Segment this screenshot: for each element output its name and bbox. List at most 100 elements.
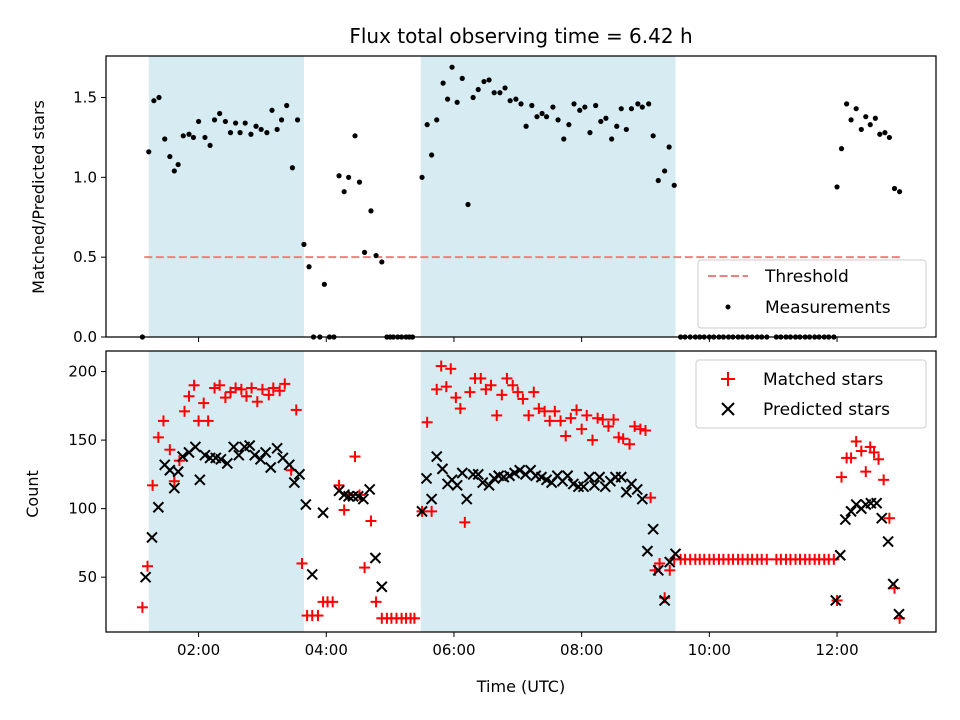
measurement-point xyxy=(289,165,296,171)
measurement-point xyxy=(195,118,202,125)
matched-star-point xyxy=(571,404,583,416)
y-tick-label: 100 xyxy=(68,500,97,518)
measurement-point xyxy=(233,120,239,126)
predicted-star-point xyxy=(139,571,152,583)
measurement-point xyxy=(838,146,845,152)
measurement-point xyxy=(655,177,661,184)
measurement-point xyxy=(419,174,425,180)
matched-star-point xyxy=(359,562,371,574)
predicted-star-point xyxy=(221,457,234,470)
measurement-point xyxy=(440,80,446,86)
matched-star-point xyxy=(202,415,214,427)
matched-star-point xyxy=(147,479,159,491)
x-tick-label: 10:00 xyxy=(688,641,731,659)
shaded-span xyxy=(420,56,676,337)
measurements-points xyxy=(139,64,903,340)
predicted-star-point xyxy=(467,468,479,481)
measurement-point xyxy=(217,110,223,117)
matched-star-point xyxy=(629,420,641,432)
predicted-star-point xyxy=(189,441,202,453)
measurement-point xyxy=(650,133,656,139)
measurement-point xyxy=(867,122,873,128)
y-tick-label: 50 xyxy=(78,568,97,586)
matched-star-point xyxy=(183,390,195,402)
measurement-point xyxy=(481,78,487,85)
predicted-star-point xyxy=(472,468,484,481)
predicted-star-point xyxy=(249,449,261,461)
predicted-star-point xyxy=(271,442,283,455)
matched-star-point xyxy=(327,596,339,608)
measurement-point xyxy=(301,241,307,247)
matched-star-point xyxy=(230,382,242,394)
predicted-star-point xyxy=(830,594,842,607)
top-panel-y-axis-label: Matched/Predicted stars xyxy=(29,100,48,294)
measurement-point xyxy=(543,114,550,120)
measurement-point xyxy=(167,153,173,160)
measurement-point xyxy=(459,75,465,81)
y-tick-label: 1.0 xyxy=(73,168,97,186)
predicted-star-point xyxy=(283,459,295,471)
measurement-point xyxy=(614,123,620,129)
matched-star-point xyxy=(168,475,180,487)
top-panel-x-ticks xyxy=(198,337,838,342)
measurement-point xyxy=(518,101,524,107)
measurement-point xyxy=(454,99,460,105)
matched-star-point xyxy=(878,474,890,486)
matched-star-point xyxy=(256,383,268,395)
top-panel-frame xyxy=(105,55,937,338)
measurement-point xyxy=(486,77,492,83)
matched-star-point xyxy=(555,415,567,427)
predicted-star-point xyxy=(347,490,359,503)
measurement-point xyxy=(858,126,864,133)
predicted-star-point xyxy=(288,476,301,489)
matched-star-point xyxy=(873,453,885,465)
y-tick-label: 1.5 xyxy=(73,89,97,107)
matched-star-point xyxy=(496,389,508,401)
predicted-star-point xyxy=(243,439,256,452)
chart-title: Flux total observing time = 6.42 h xyxy=(349,24,692,48)
measurement-point xyxy=(475,86,481,93)
predicted-star-point xyxy=(669,548,682,560)
matched-star-point xyxy=(565,412,577,424)
measurement-point xyxy=(253,123,259,129)
predicted-star-point xyxy=(593,471,606,483)
matched-star-point xyxy=(251,396,263,408)
measurement-point xyxy=(571,101,577,107)
measurement-point xyxy=(529,102,535,109)
measurement-point xyxy=(897,189,903,195)
measurement-point xyxy=(368,208,374,214)
x-tick-label: 04:00 xyxy=(305,641,348,659)
matched-star-point xyxy=(528,386,540,398)
matched-star-point xyxy=(349,451,361,463)
measurement-point xyxy=(306,264,312,270)
predicted-star-point xyxy=(483,479,495,492)
matched-star-point xyxy=(836,471,848,483)
predicted-star-point xyxy=(887,578,899,590)
threshold-legend-label: Threshold xyxy=(764,267,849,287)
matched-star-point xyxy=(845,452,857,464)
measurement-point xyxy=(294,117,301,123)
matched-star-point xyxy=(312,610,324,622)
measurement-point xyxy=(523,123,529,129)
matched-star-point xyxy=(426,505,438,517)
measurement-point xyxy=(539,110,545,117)
matched-star-point xyxy=(164,444,176,456)
matched-star-point xyxy=(454,403,466,415)
measurement-point xyxy=(321,281,327,287)
shaded-span xyxy=(420,351,676,632)
matched-star-point xyxy=(512,386,524,398)
matched-star-point xyxy=(544,415,556,427)
measurement-point xyxy=(162,136,168,142)
measurement-point xyxy=(666,144,672,150)
matched-star-point xyxy=(296,557,308,569)
measurement-point xyxy=(379,259,385,265)
measurement-point xyxy=(465,201,471,208)
matched-star-point xyxy=(440,381,452,393)
predicted-star-point xyxy=(293,468,306,481)
top-panel: 0.0 0.5 1.0 1.5 Flux total observing time =… xyxy=(29,24,937,346)
matched-star-point xyxy=(597,414,609,426)
bottom-panel-y-ticks: 50 100 150 200 xyxy=(68,363,106,586)
bottom-panel: 50 100 150 200 02:00 04:00 06:00 08:00 10:00 12:… xyxy=(23,350,937,696)
predicted-star-point xyxy=(514,464,526,476)
predicted-star-point xyxy=(451,479,463,492)
